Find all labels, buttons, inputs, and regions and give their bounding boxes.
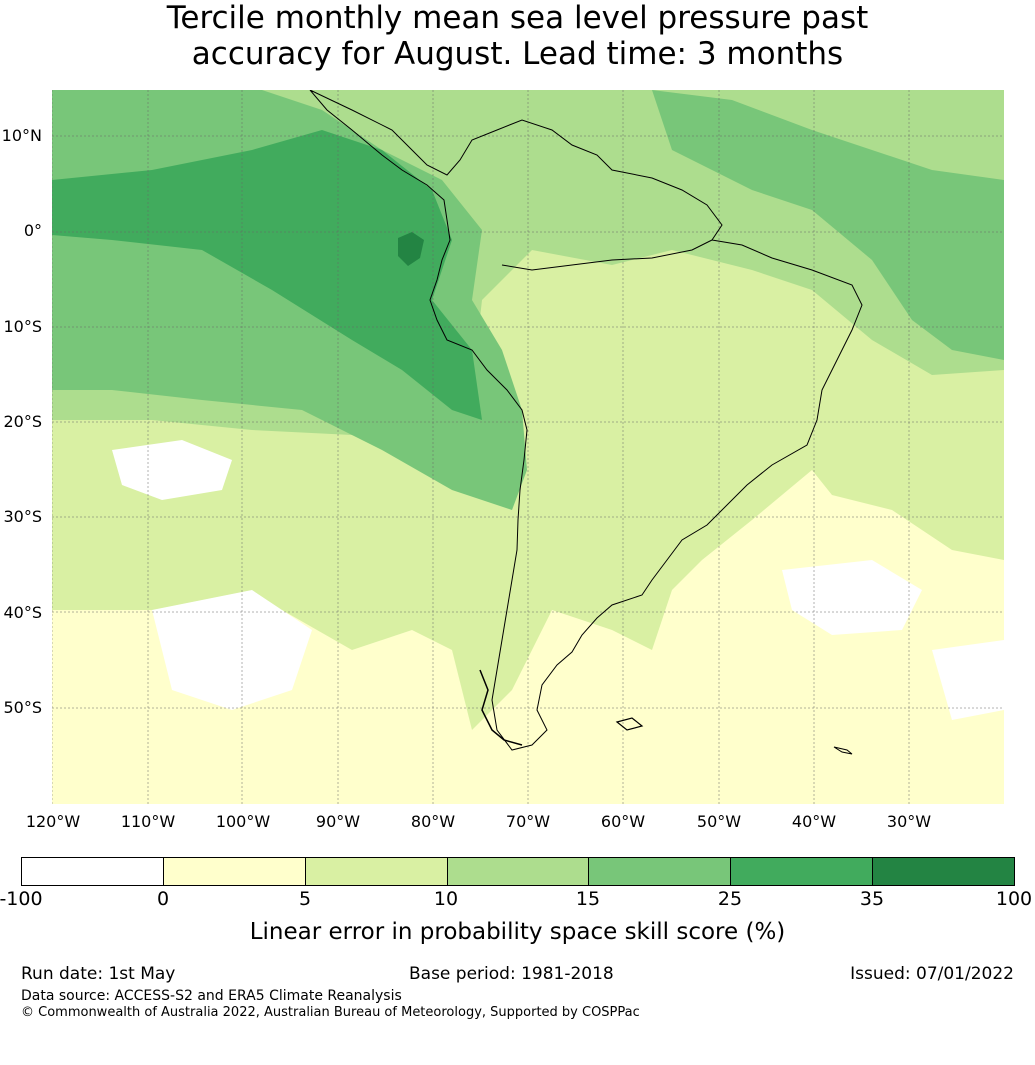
- colorbar-segment: [731, 858, 874, 885]
- colorbar-tick: 10: [433, 888, 459, 910]
- map-gridlines: [52, 90, 1004, 804]
- lon-label-30W: 30°W: [886, 812, 932, 831]
- lon-label-60W: 60°W: [600, 812, 646, 831]
- colorbar-tick: 35: [859, 888, 885, 910]
- colorbar-tick: 5: [298, 888, 312, 910]
- skill-zone-25-35: [52, 130, 482, 420]
- issued-date: Issued: 07/01/2022: [850, 964, 1014, 984]
- colorbar-tick: 25: [717, 888, 743, 910]
- lat-label-20S: 20°S: [3, 412, 42, 431]
- lat-label-10N: 10°N: [1, 126, 42, 145]
- copyright: © Commonwealth of Australia 2022, Austra…: [21, 1005, 640, 1020]
- lat-label-0: 0°: [23, 221, 42, 240]
- south-georgia: [833, 746, 853, 755]
- lat-label-50S: 50°S: [3, 698, 42, 717]
- lon-label-40W: 40°W: [791, 812, 837, 831]
- lat-label-10S: 10°S: [3, 317, 42, 336]
- colorbar-segment: [305, 858, 448, 885]
- skill-zone-negative-4: [932, 640, 1004, 720]
- chilean-islands: [479, 669, 523, 746]
- lon-label-70W: 70°W: [505, 812, 551, 831]
- colorbar-segment: [22, 858, 164, 885]
- data-source: Data source: ACCESS-S2 and ERA5 Climate …: [21, 988, 402, 1004]
- skill-map-svg: [52, 90, 1004, 804]
- lon-label-90W: 90°W: [315, 812, 361, 831]
- lon-label-50W: 50°W: [696, 812, 742, 831]
- colorbar-label: Linear error in probability space skill …: [249, 919, 786, 945]
- lat-label-30S: 30°S: [3, 507, 42, 526]
- map-title: Tercile monthly mean sea level pressure …: [0, 0, 1035, 72]
- lon-label-110W: 110°W: [120, 812, 176, 831]
- amazon-river: [501, 239, 713, 271]
- colorbar-segment: [163, 858, 306, 885]
- base-period: Base period: 1981-2018: [409, 964, 614, 984]
- colorbar: [21, 857, 1015, 886]
- colorbar-tick: -100: [0, 888, 43, 910]
- skill-zone-negative-3: [782, 560, 922, 635]
- south-america-coastline: [309, 90, 863, 751]
- colorbar-segment: [447, 858, 590, 885]
- colorbar-tick: 100: [995, 888, 1033, 910]
- falkland-islands: [615, 717, 644, 731]
- colorbar-tick: 15: [575, 888, 601, 910]
- lon-label-80W: 80°W: [410, 812, 456, 831]
- skill-zone-negative-1: [112, 440, 232, 500]
- skill-zone-35-100: [398, 232, 424, 266]
- lon-label-100W: 100°W: [215, 812, 271, 831]
- title-line-1: Tercile monthly mean sea level pressure …: [166, 0, 869, 36]
- skill-map: [52, 90, 1004, 804]
- title-line-2: accuracy for August. Lead time: 3 months: [191, 36, 844, 72]
- lat-label-40S: 40°S: [3, 603, 42, 622]
- colorbar-segment: [873, 858, 1015, 885]
- skill-zone-negative-2: [152, 590, 312, 710]
- colorbar-tick: 0: [156, 888, 170, 910]
- run-date: Run date: 1st May: [21, 964, 176, 984]
- colorbar-segment: [589, 858, 732, 885]
- lon-label-120W: 120°W: [25, 812, 81, 831]
